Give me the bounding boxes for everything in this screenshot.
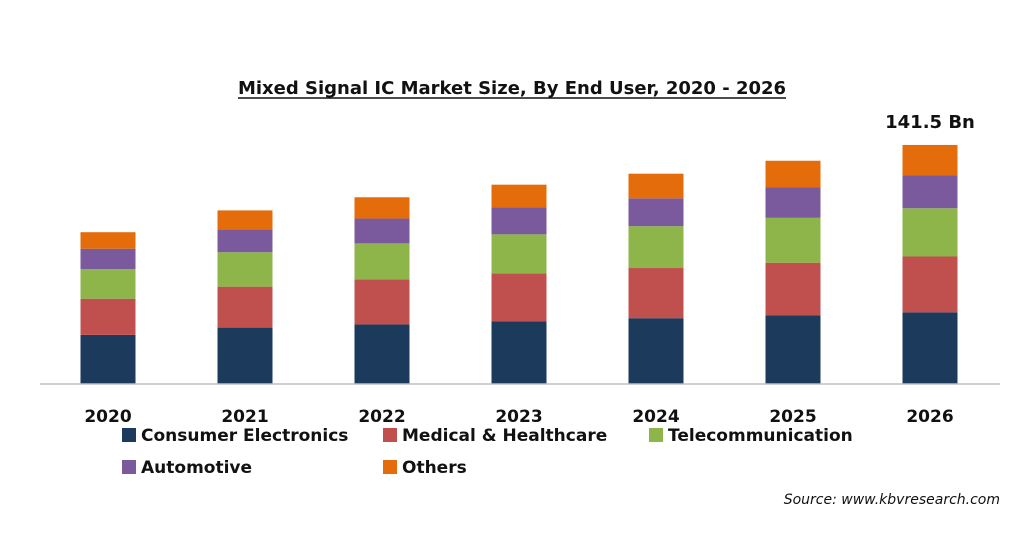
x-tick-label-2023: 2023 [495, 407, 542, 427]
bar-segment-telecommunication-2021 [217, 252, 273, 287]
legend-swatch-automotive [122, 460, 136, 474]
bar-segment-automotive-2022 [354, 218, 410, 244]
bar-segment-telecommunication-2025 [765, 217, 821, 263]
legend-swatch-consumer-electronics [122, 428, 136, 442]
bar-segment-automotive-2020 [80, 248, 136, 270]
x-tick-label-2026: 2026 [906, 407, 953, 427]
bar-segment-telecommunication-2022 [354, 243, 410, 280]
bar-segment-others-2026 [902, 144, 958, 176]
legend-swatch-telecommunication [649, 428, 663, 442]
chart-title: Mixed Signal IC Market Size, By End User… [238, 78, 786, 99]
bar-segment-automotive-2024 [628, 198, 684, 227]
bar-segment-others-2022 [354, 197, 410, 219]
bar-segment-others-2020 [80, 232, 136, 249]
bars-group [80, 144, 958, 384]
legend-label-automotive: Automotive [141, 458, 252, 478]
legend-swatch-others [383, 460, 397, 474]
legend-swatch-medical-healthcare [383, 428, 397, 442]
bar-segment-automotive-2021 [217, 229, 273, 253]
bar-segment-consumer-electronics-2023 [491, 321, 547, 384]
bar-segment-others-2025 [765, 160, 821, 188]
bar-segment-automotive-2025 [765, 187, 821, 218]
bar-segment-consumer-electronics-2026 [902, 312, 958, 384]
bar-segment-medical-healthcare-2021 [217, 286, 273, 328]
x-tick-label-2021: 2021 [221, 407, 268, 427]
bar-segment-automotive-2026 [902, 175, 958, 209]
bar-segment-consumer-electronics-2021 [217, 327, 273, 384]
legend-label-others: Others [402, 458, 467, 478]
x-tick-label-2022: 2022 [358, 407, 405, 427]
total-label-2026: 141.5 Bn [885, 112, 975, 133]
x-tick-label-2025: 2025 [769, 407, 816, 427]
bar-segment-medical-healthcare-2022 [354, 279, 410, 325]
bar-segment-telecommunication-2020 [80, 269, 136, 299]
legend-label-consumer-electronics: Consumer Electronics [141, 426, 348, 446]
bar-segment-telecommunication-2024 [628, 226, 684, 269]
bar-segment-consumer-electronics-2020 [80, 334, 136, 384]
source-text: Source: www.kbvresearch.com [784, 492, 1000, 508]
bar-segment-telecommunication-2026 [902, 208, 958, 257]
annotations-group: 141.5 Bn [885, 112, 975, 133]
bar-segment-medical-healthcare-2024 [628, 268, 684, 319]
bar-segment-medical-healthcare-2026 [902, 256, 958, 313]
bar-segment-telecommunication-2023 [491, 234, 547, 274]
x-tick-label-2024: 2024 [632, 407, 679, 427]
bar-segment-others-2024 [628, 173, 684, 199]
legend-label-telecommunication: Telecommunication [668, 426, 853, 446]
legend: Consumer Electronics Medical & Healthcare… [122, 426, 853, 478]
bar-segment-others-2023 [491, 184, 547, 208]
bar-segment-medical-healthcare-2025 [765, 262, 821, 316]
bar-segment-medical-healthcare-2020 [80, 298, 136, 335]
legend-label-medical-healthcare: Medical & Healthcare [402, 426, 607, 446]
x-tick-label-2020: 2020 [84, 407, 131, 427]
bar-segment-medical-healthcare-2023 [491, 273, 547, 322]
bar-segment-consumer-electronics-2024 [628, 318, 684, 384]
x-axis-ticks: 2020 2021 2022 2023 2024 2025 2026 [84, 407, 953, 427]
bar-segment-consumer-electronics-2025 [765, 315, 821, 384]
bar-segment-others-2021 [217, 210, 273, 230]
bar-segment-consumer-electronics-2022 [354, 324, 410, 384]
bar-segment-automotive-2023 [491, 207, 547, 235]
